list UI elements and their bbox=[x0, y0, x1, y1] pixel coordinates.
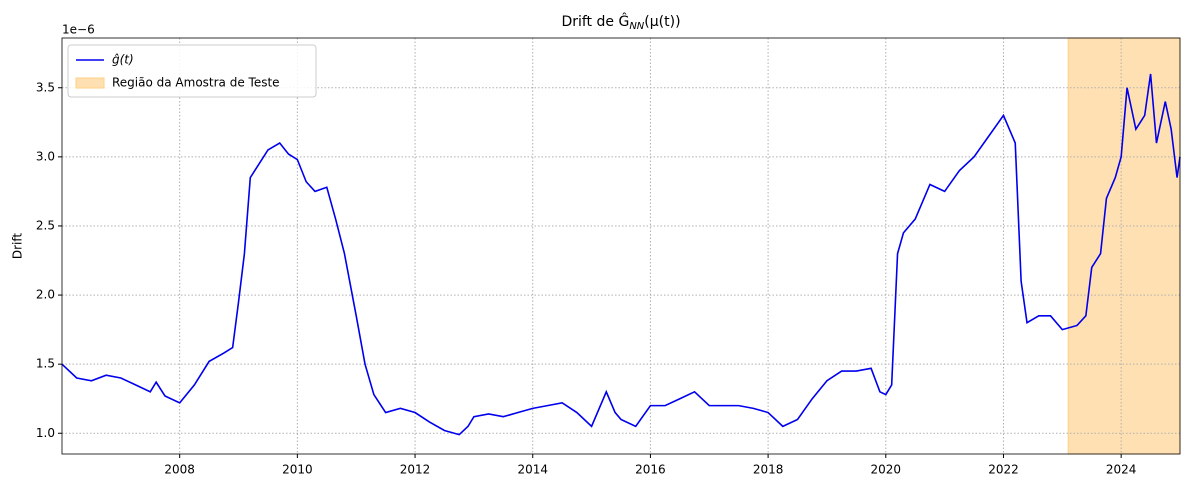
y-axis-label: Drift bbox=[11, 233, 25, 260]
x-tick-label: 2010 bbox=[282, 463, 313, 477]
x-tick-label: 2022 bbox=[988, 463, 1019, 477]
test-region bbox=[1067, 37, 1181, 455]
legend-label: ĝ(t) bbox=[112, 53, 134, 67]
x-tick-label: 2008 bbox=[164, 463, 195, 477]
y-tick-label: 1.5 bbox=[36, 357, 55, 371]
y-tick-label: 3.0 bbox=[36, 149, 55, 163]
y-offset-label: 1e−6 bbox=[62, 23, 95, 37]
legend: ĝ(t) Região da Amostra de Teste bbox=[67, 44, 317, 98]
chart-title: Drift de ĜNN(μ(t)) bbox=[561, 12, 680, 32]
x-tick-label: 2018 bbox=[753, 463, 784, 477]
y-tick-label: 2.5 bbox=[36, 218, 55, 232]
title-subscript: NN bbox=[629, 21, 644, 32]
y-tick-label: 1.0 bbox=[36, 426, 55, 440]
x-tick-label: 2024 bbox=[1106, 463, 1137, 477]
legend-box bbox=[67, 44, 317, 98]
x-tick-label: 2016 bbox=[635, 463, 666, 477]
x-tick-label: 2014 bbox=[517, 463, 548, 477]
y-tick-label: 2.0 bbox=[36, 288, 55, 302]
x-tick-label: 2020 bbox=[871, 463, 902, 477]
y-tick-label: 3.5 bbox=[36, 80, 55, 94]
legend-swatch bbox=[75, 77, 105, 89]
x-tick-label: 2012 bbox=[400, 463, 431, 477]
title-suffix: (μ(t)) bbox=[644, 14, 680, 30]
legend-label: Região da Amostra de Teste bbox=[112, 76, 280, 90]
plot-frame bbox=[61, 37, 1181, 455]
title-main: Drift de Ĝ bbox=[561, 12, 629, 30]
data-line bbox=[61, 73, 1181, 436]
